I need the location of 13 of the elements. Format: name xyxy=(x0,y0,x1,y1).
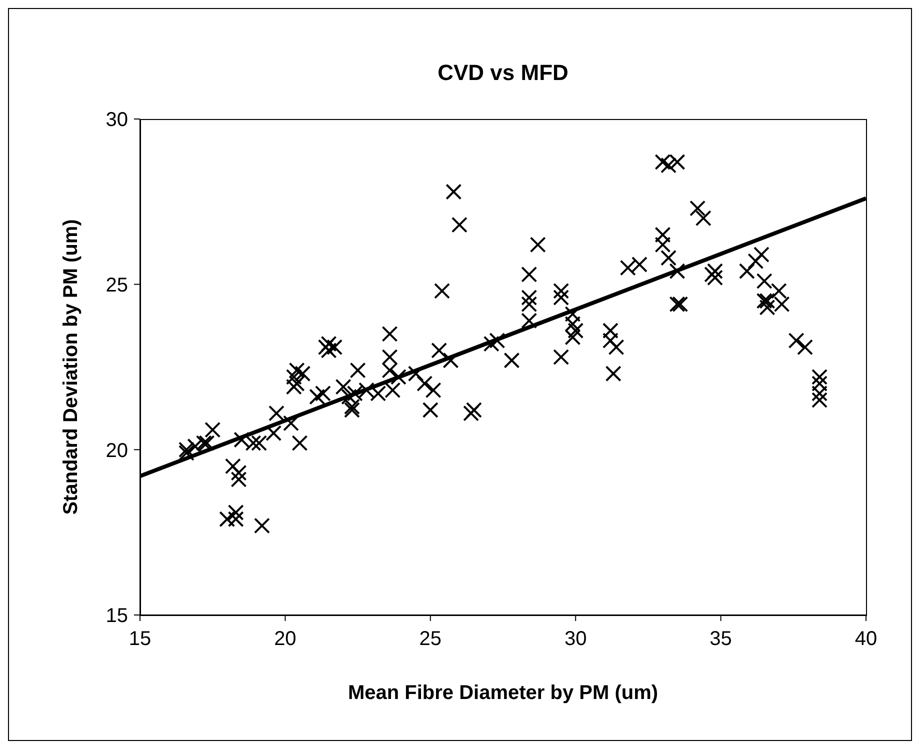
x-tick-label: 40 xyxy=(854,628,878,650)
x-tick-label: 15 xyxy=(128,628,152,650)
y-tick-label: 30 xyxy=(106,109,128,132)
chart-title: CVD vs MFD xyxy=(436,60,570,86)
y-tick-label: 15 xyxy=(106,605,128,628)
x-tick-label: 30 xyxy=(564,628,587,650)
y-tick-label: 20 xyxy=(106,440,128,462)
x-tick-label: 20 xyxy=(274,628,296,650)
x-tick-label: 35 xyxy=(710,628,732,650)
y-tick-label: 25 xyxy=(106,274,128,296)
x-tick-label: 25 xyxy=(419,628,442,650)
x-axis-title: Mean Fibre Diameter by PM (um) xyxy=(348,682,658,704)
y-axis-title: Standard Deviation by PM (um) xyxy=(60,219,82,515)
